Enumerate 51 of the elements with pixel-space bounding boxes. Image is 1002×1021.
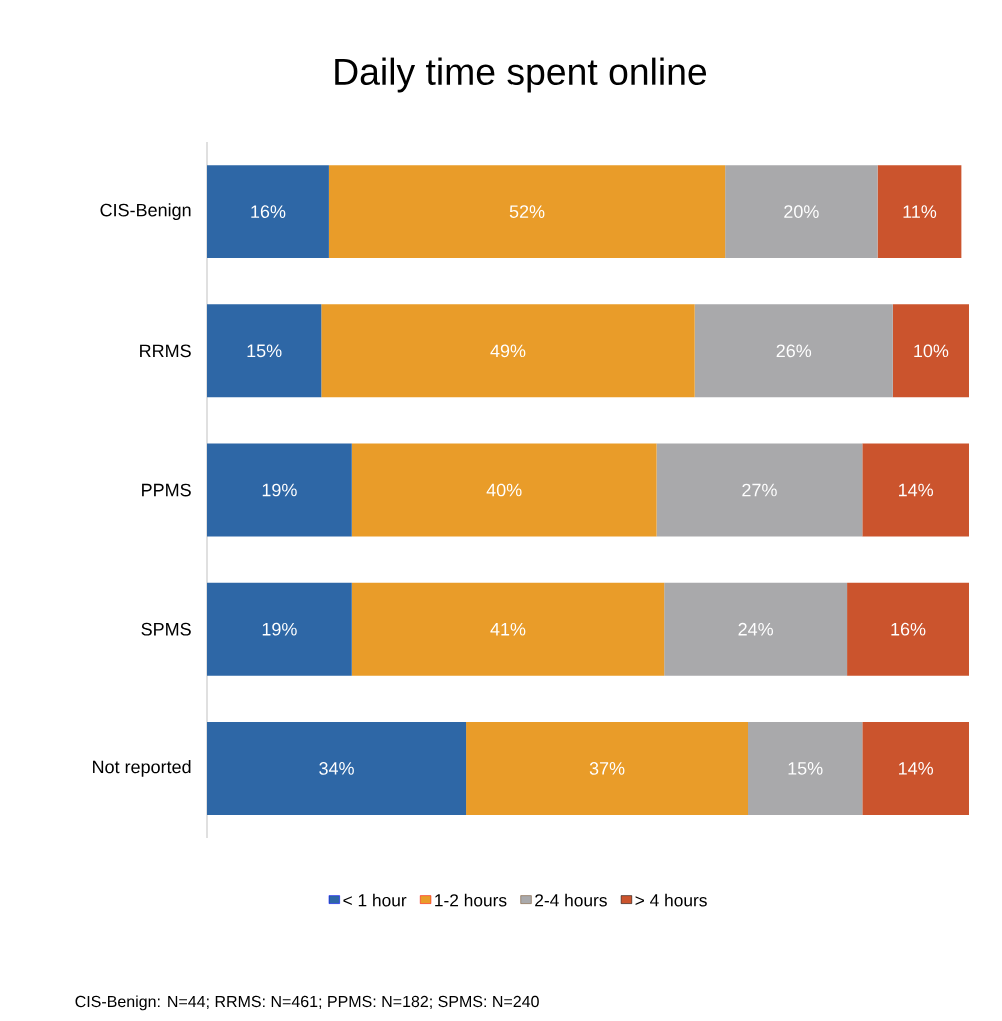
data-label: 19% [262,622,297,636]
bar [847,582,969,676]
data-label: 10% [914,344,949,358]
data-label: 11% [903,205,937,218]
data-label: 14% [899,483,934,497]
bar [466,721,749,815]
y-tick-label: RRMS [140,344,191,358]
bar [207,721,467,815]
chart-title: Daily time spent online [335,57,707,93]
bar [328,165,726,259]
bar [351,582,665,676]
data-label: 24% [738,622,774,636]
y-tick-label: SPMS [141,622,191,636]
bar [207,304,322,398]
data-label: 40% [486,483,522,497]
data-label: 19% [262,483,297,497]
y-tick-label: CIS-Benign [100,203,191,221]
bar [892,304,969,398]
y-tick-label: Not reported [93,760,191,777]
data-label: 41% [490,622,526,636]
data-label: 16% [891,622,926,636]
bar [207,582,352,676]
bar [725,165,878,259]
data-label: 26% [776,344,812,358]
text: CIS-Benign: N=44; RRMS: N=461; PPMS: N=182; SPMS: N=240 [75,995,539,1011]
legend-label: 1-2 hours [435,893,507,907]
data-label: 15% [788,762,823,775]
data-label: 15% [247,344,282,358]
data-label: 34% [319,762,354,775]
bar [351,443,657,537]
bar [664,582,848,676]
bar [321,304,695,398]
bar [656,443,863,537]
legend-label: 2-4 hours [535,893,607,907]
y-tick-label: PPMS [142,483,191,497]
legend-label: < 1 hour [343,893,407,907]
data-label: 20% [784,205,819,218]
bar [877,165,962,259]
legend-label: > 4 hours [635,893,707,907]
bar [207,443,352,537]
data-label: 49% [490,344,526,358]
data-label: 27% [742,483,777,497]
bar [862,721,969,815]
data-label: 16% [251,205,286,218]
data-label: 14% [899,762,934,775]
bar [748,721,863,815]
data-label: 37% [589,762,625,775]
bar [862,443,969,537]
data-label: 52% [509,205,545,218]
bar [207,165,329,259]
bar [694,304,893,398]
